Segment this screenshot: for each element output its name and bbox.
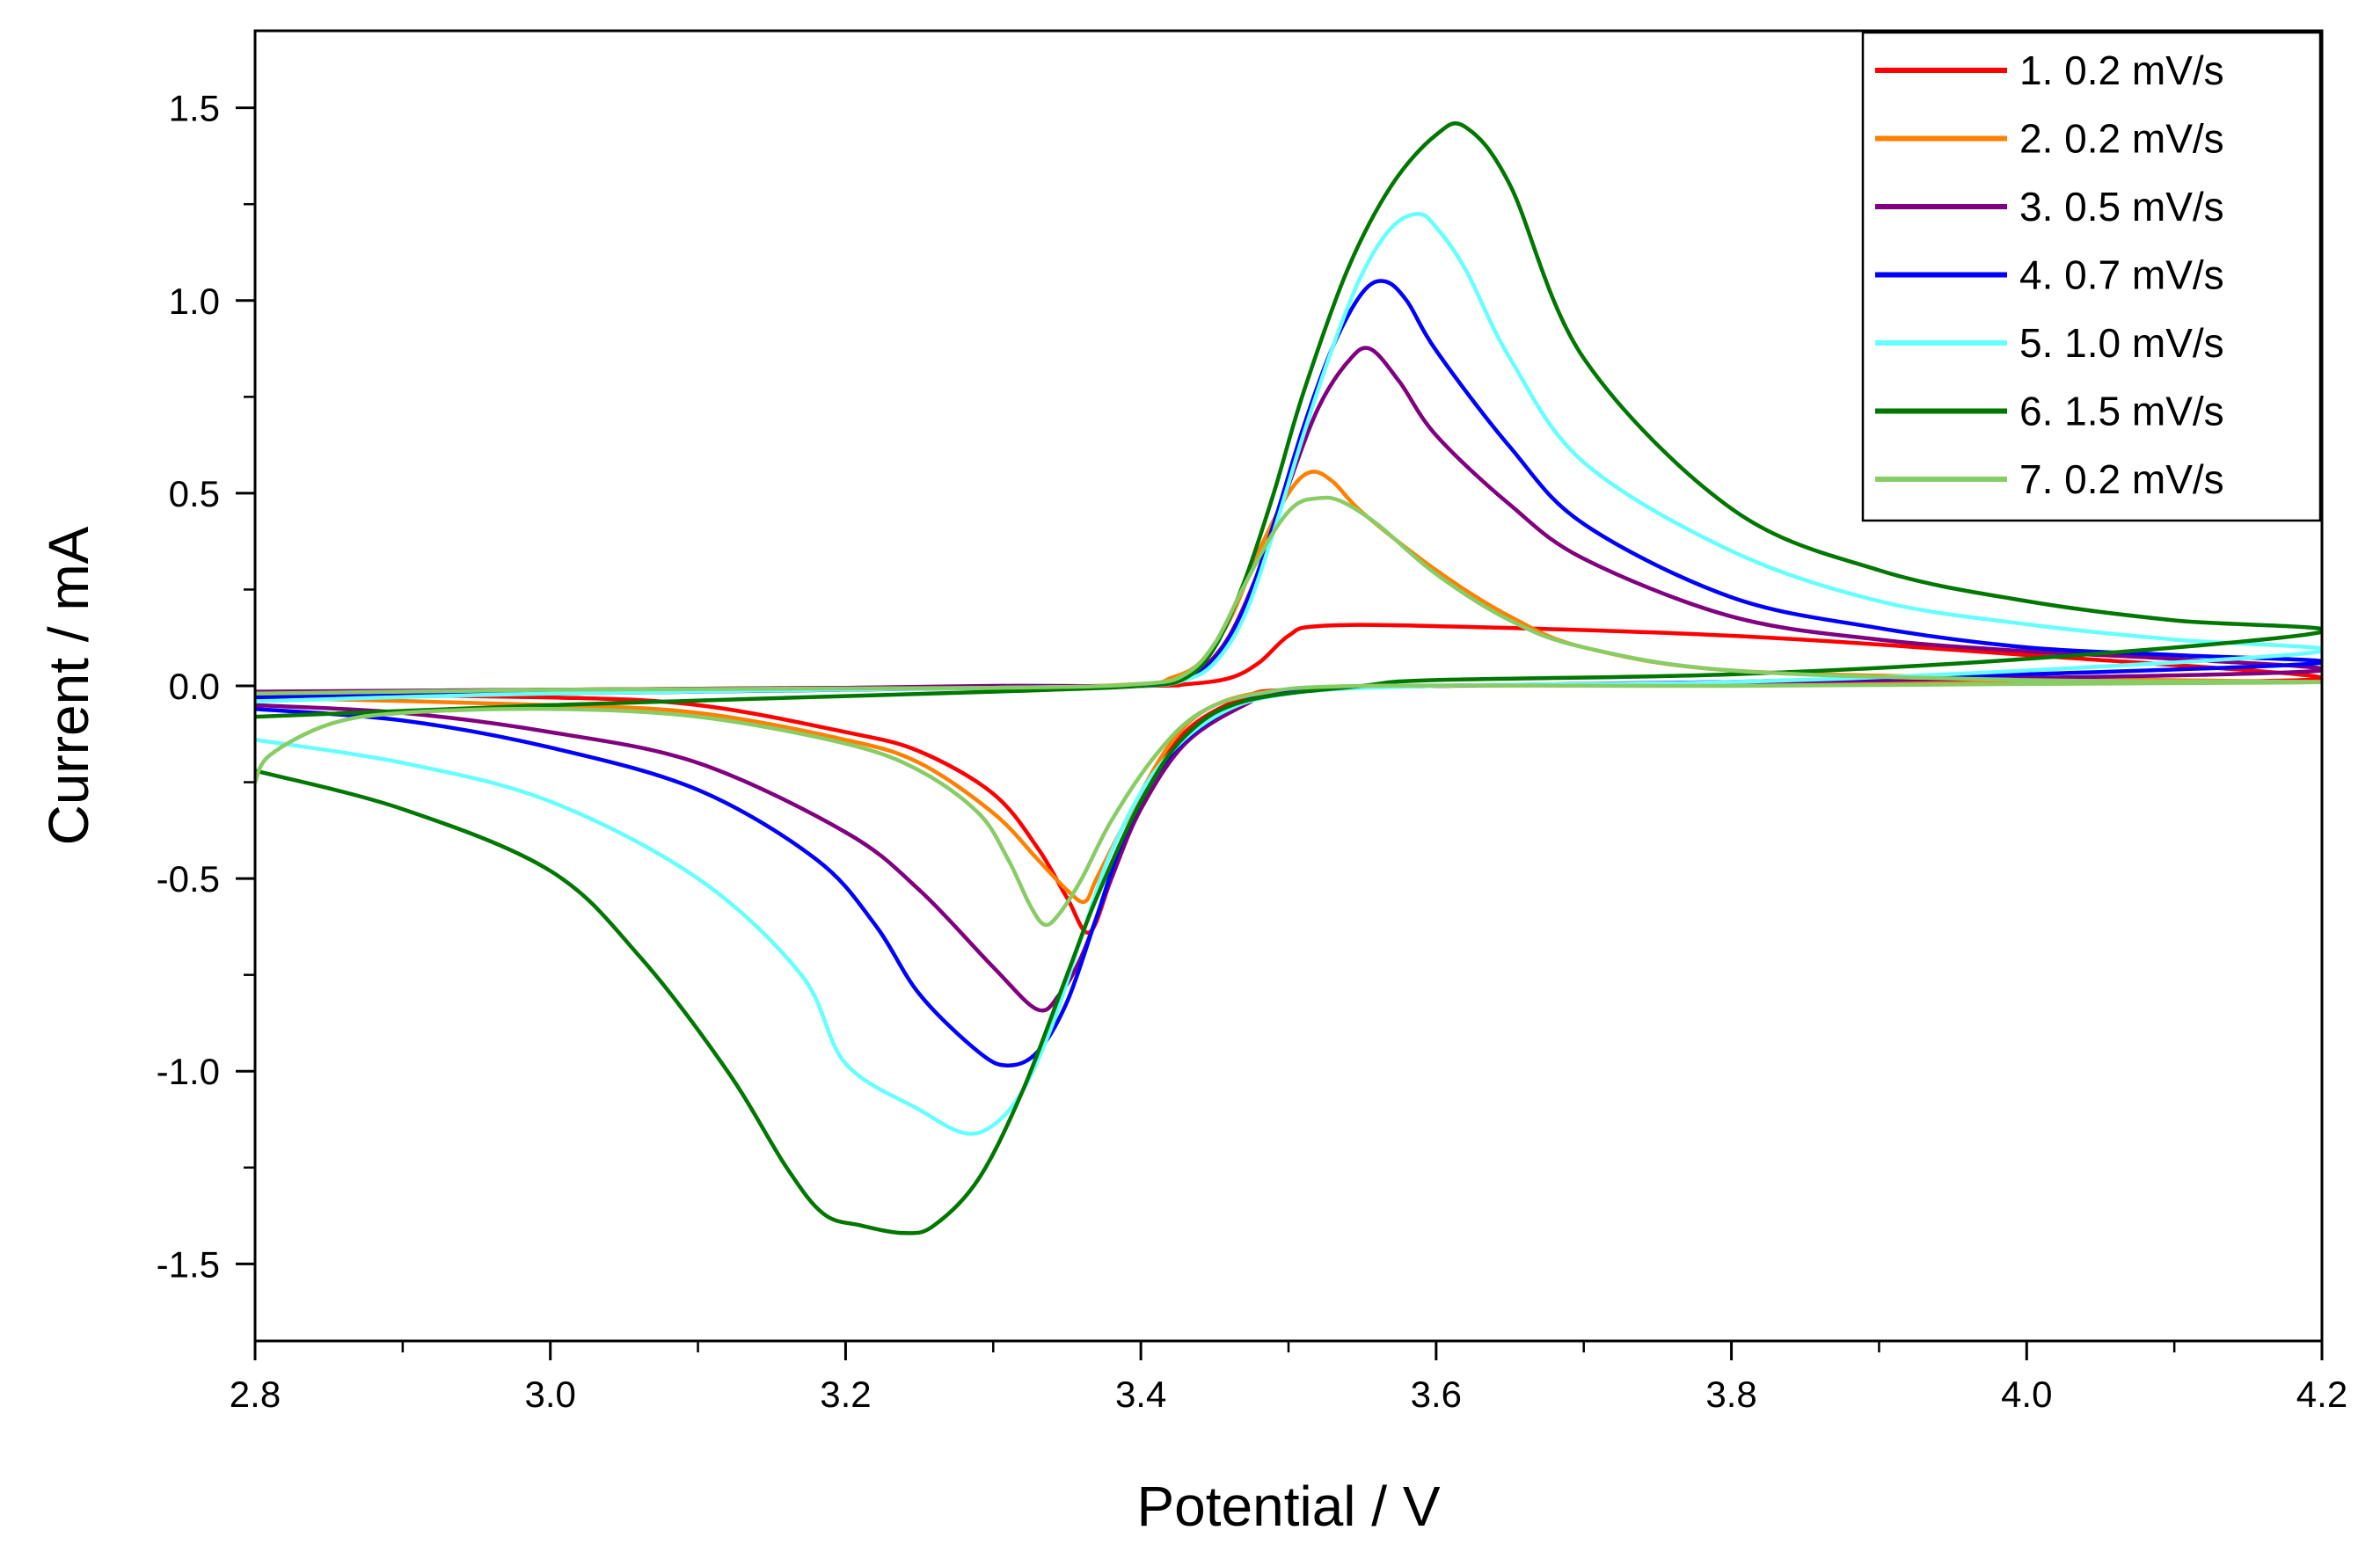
x-tick-label: 3.6 bbox=[1411, 1373, 1462, 1415]
legend-label-3: 3. 0.5 mV/s bbox=[2019, 184, 2224, 230]
x-tick-label: 3.2 bbox=[820, 1373, 871, 1415]
legend-label-7: 7. 0.2 mV/s bbox=[2019, 456, 2224, 502]
legend: 1. 0.2 mV/s 2. 0.2 mV/s 3. 0.5 mV/s 4. 0.7 … bbox=[1861, 31, 2322, 522]
x-tick-label: 4.2 bbox=[2296, 1373, 2347, 1415]
x-tick-label: 4.0 bbox=[2001, 1373, 2052, 1415]
x-tick-label: 3.0 bbox=[525, 1373, 576, 1415]
legend-label-5: 5. 1.0 mV/s bbox=[2019, 320, 2224, 366]
x-tick-label: 2.8 bbox=[230, 1373, 281, 1415]
series-line-4 bbox=[255, 279, 2322, 1067]
legend-label-2: 2. 0.2 mV/s bbox=[2019, 116, 2224, 162]
legend-label-1: 1. 0.2 mV/s bbox=[2019, 47, 2224, 93]
x-tick-label: 3.4 bbox=[1115, 1373, 1166, 1415]
y-axis-title: Current / mA bbox=[37, 526, 100, 845]
legend-label-4: 4. 0.7 mV/s bbox=[2019, 252, 2224, 298]
y-tick-label: 1.0 bbox=[169, 281, 220, 322]
series-line-5 bbox=[255, 211, 2322, 1136]
legend-label-6: 6. 1.5 mV/s bbox=[2019, 389, 2224, 434]
series-line-6 bbox=[255, 121, 2322, 1235]
series-line-7 bbox=[255, 495, 2322, 928]
x-axis-title: Potential / V bbox=[1136, 1475, 1440, 1538]
x-tick-label: 3.8 bbox=[1705, 1373, 1756, 1415]
series-line-2 bbox=[255, 470, 2322, 905]
y-tick-label: -1.0 bbox=[157, 1051, 220, 1092]
series-layer bbox=[255, 121, 2322, 1235]
y-tick-label: -1.5 bbox=[157, 1243, 220, 1285]
y-tick-label: 1.5 bbox=[169, 88, 220, 129]
y-tick-label: -0.5 bbox=[157, 858, 220, 900]
y-tick-label: 0.5 bbox=[169, 473, 220, 514]
y-tick-label: 0.0 bbox=[169, 666, 220, 707]
axis-layer: 2.8 3.0 3.2 3.4 3.6 3.8 4.0 4.2 -1.5 -1.0 -0.5 0.0 0… bbox=[157, 88, 2348, 1415]
